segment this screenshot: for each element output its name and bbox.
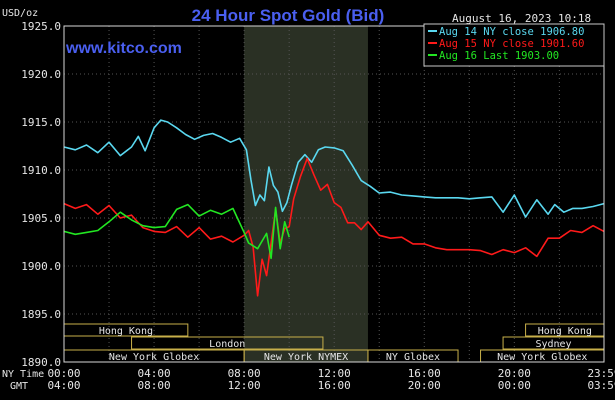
session-box <box>131 336 324 350</box>
y-axis-label: USD/oz <box>2 8 38 19</box>
chart-title: 24 Hour Spot Gold (Bid) <box>192 6 385 25</box>
session-label: London <box>209 339 245 350</box>
y-tick-label: 1905.0 <box>21 212 61 225</box>
series-line-0 <box>63 119 605 218</box>
y-tick-label: 1890.0 <box>21 356 61 369</box>
x-tick-label-ny: 04:00 <box>138 367 171 380</box>
series-line-2 <box>63 203 290 260</box>
ny-time-label: NY Time <box>2 369 44 380</box>
x-tick-label-ny: 00:00 <box>47 367 80 380</box>
session-label: New York Globex <box>497 352 587 363</box>
x-tick-label-gmt: 00:00 <box>498 379 531 392</box>
y-tick-label: 1900.0 <box>21 260 61 273</box>
x-tick-label-gmt: 04:00 <box>47 379 80 392</box>
legend-entry: Aug 14 NY close 1906.80 <box>439 26 584 38</box>
y-tick-label: 1910.0 <box>21 164 61 177</box>
y-tick-label: 1895.0 <box>21 308 61 321</box>
x-tick-label-ny: 20:00 <box>498 367 531 380</box>
session-label: NY Globex <box>386 352 440 363</box>
gmt-label: GMT <box>10 381 28 392</box>
legend-box <box>423 23 605 67</box>
x-tick-label-gmt: 03:59 <box>587 379 615 392</box>
x-tick-label-gmt: 12:00 <box>228 379 261 392</box>
session-label: Hong Kong <box>538 326 592 337</box>
x-tick-label-gmt: 08:00 <box>138 379 171 392</box>
site-label: www.kitco.com <box>65 40 182 57</box>
legend-entry: Aug 16 Last 1903.00 <box>439 50 559 62</box>
legend-entry: Aug 15 NY close 1901.60 <box>439 38 584 50</box>
plot-area <box>244 26 368 362</box>
x-tick-label-ny: 12:00 <box>318 367 351 380</box>
session-label: Sydney <box>535 339 571 350</box>
nymex-highlight-band <box>244 26 368 362</box>
y-tick-label: 1915.0 <box>21 116 61 129</box>
axes: 1925.0 1920.0 1915.0 1910.0 1905.0 1900.0 1895… <box>21 20 615 392</box>
x-tick-label-ny: 08:00 <box>228 367 261 380</box>
x-tick-label-gmt: 16:00 <box>318 379 351 392</box>
x-tick-label-ny: 23:59 <box>587 367 615 380</box>
session-label: New York Globex <box>109 352 199 363</box>
plot-frame <box>63 25 605 363</box>
series-line-1 <box>63 157 605 297</box>
price-series <box>63 119 605 297</box>
x-tick-label-gmt: 20:00 <box>408 379 441 392</box>
x-tick-label-ny: 16:00 <box>408 367 441 380</box>
y-tick-label: 1925.0 <box>21 20 61 33</box>
session-label: Hong Kong <box>99 326 153 337</box>
y-tick-label: 1920.0 <box>21 68 61 81</box>
grid <box>63 25 605 363</box>
date-label: August 16, 2023 10:18 <box>452 12 591 25</box>
session-label: New York NYMEX <box>264 352 348 363</box>
